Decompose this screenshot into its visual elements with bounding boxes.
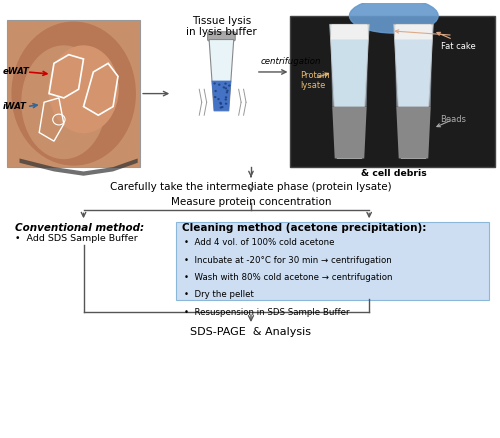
Ellipse shape: [218, 84, 220, 86]
Text: centrifugation: centrifugation: [261, 57, 322, 66]
Ellipse shape: [225, 102, 228, 105]
Ellipse shape: [12, 22, 135, 165]
Polygon shape: [396, 106, 430, 159]
Text: Fat cake: Fat cake: [440, 42, 476, 50]
Polygon shape: [395, 39, 432, 106]
Text: Carefully take the intermediate phase (protein lysate): Carefully take the intermediate phase (p…: [110, 182, 392, 192]
Text: •  Dry the pellet: • Dry the pellet: [184, 290, 254, 299]
Text: Tissue lysis
in lysis buffer: Tissue lysis in lysis buffer: [186, 16, 257, 37]
Ellipse shape: [214, 90, 217, 92]
Polygon shape: [20, 159, 138, 176]
Ellipse shape: [49, 46, 118, 133]
Ellipse shape: [224, 99, 227, 101]
Polygon shape: [331, 39, 368, 106]
Polygon shape: [331, 25, 368, 39]
Ellipse shape: [224, 87, 227, 89]
Text: •  Resuspension in SDS Sample Buffer: • Resuspension in SDS Sample Buffer: [184, 307, 350, 317]
Ellipse shape: [214, 82, 216, 85]
Text: eWAT: eWAT: [2, 67, 29, 77]
Ellipse shape: [22, 46, 105, 159]
Ellipse shape: [221, 106, 224, 108]
FancyBboxPatch shape: [7, 20, 140, 167]
FancyBboxPatch shape: [208, 32, 235, 41]
Ellipse shape: [218, 98, 220, 100]
Ellipse shape: [350, 0, 438, 33]
Ellipse shape: [228, 85, 230, 87]
Text: iWAT: iWAT: [2, 102, 26, 111]
Polygon shape: [209, 39, 234, 111]
Ellipse shape: [222, 86, 225, 88]
FancyBboxPatch shape: [290, 16, 495, 167]
Ellipse shape: [219, 102, 222, 104]
Ellipse shape: [220, 106, 222, 109]
Text: Protein
lysate: Protein lysate: [300, 71, 330, 90]
Ellipse shape: [225, 96, 227, 99]
Text: •  Wash with 80% cold acetone → centrifugation: • Wash with 80% cold acetone → centrifug…: [184, 273, 393, 282]
Polygon shape: [332, 106, 366, 159]
Polygon shape: [394, 25, 433, 159]
Ellipse shape: [224, 82, 226, 85]
Text: SDS-PAGE  & Analysis: SDS-PAGE & Analysis: [190, 327, 312, 337]
Text: Cleaning method (acetone precipitation):: Cleaning method (acetone precipitation):: [182, 223, 426, 233]
Polygon shape: [212, 81, 232, 111]
Polygon shape: [395, 25, 432, 39]
Text: Beads: Beads: [440, 115, 466, 124]
Ellipse shape: [214, 96, 216, 98]
Text: & cell debris: & cell debris: [361, 169, 426, 178]
FancyBboxPatch shape: [176, 222, 489, 300]
Ellipse shape: [226, 91, 228, 93]
Ellipse shape: [226, 89, 228, 92]
Text: Conventional method:: Conventional method:: [14, 223, 143, 233]
Text: •  Incubate at -20°C for 30 min → centrifugation: • Incubate at -20°C for 30 min → centrif…: [184, 256, 392, 265]
Text: •  Add SDS Sample Buffer: • Add SDS Sample Buffer: [14, 234, 138, 243]
Ellipse shape: [220, 103, 222, 105]
Text: Measure protein concentration: Measure protein concentration: [170, 197, 331, 206]
Text: •  Add 4 vol. of 100% cold acetone: • Add 4 vol. of 100% cold acetone: [184, 238, 335, 247]
Polygon shape: [330, 25, 369, 159]
